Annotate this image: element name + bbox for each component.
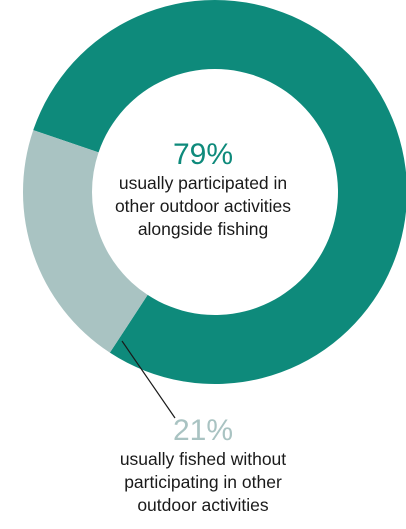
minor-description-line-2: participating in other — [124, 472, 282, 492]
minor-description-line-3: outdoor activities — [137, 495, 269, 515]
main-description-line-1: usually participated in — [118, 173, 288, 193]
donut-slice-minor — [23, 130, 148, 353]
slice-label-main-value: 79% — [172, 138, 234, 171]
main-description-line-3: alongside fishing — [137, 219, 269, 239]
donut-slice-main — [33, 0, 406, 384]
bottom-callout: 21% usually fished without participating… — [53, 414, 353, 517]
main-description-line-2: other outdoor activities — [114, 196, 292, 216]
leader-line — [121, 340, 176, 419]
minor-description-line-1: usually fished without — [119, 449, 287, 469]
center-callout: 79% usually participated in other outdoo… — [63, 138, 343, 241]
slice-label-minor-value: 21% — [172, 414, 234, 447]
